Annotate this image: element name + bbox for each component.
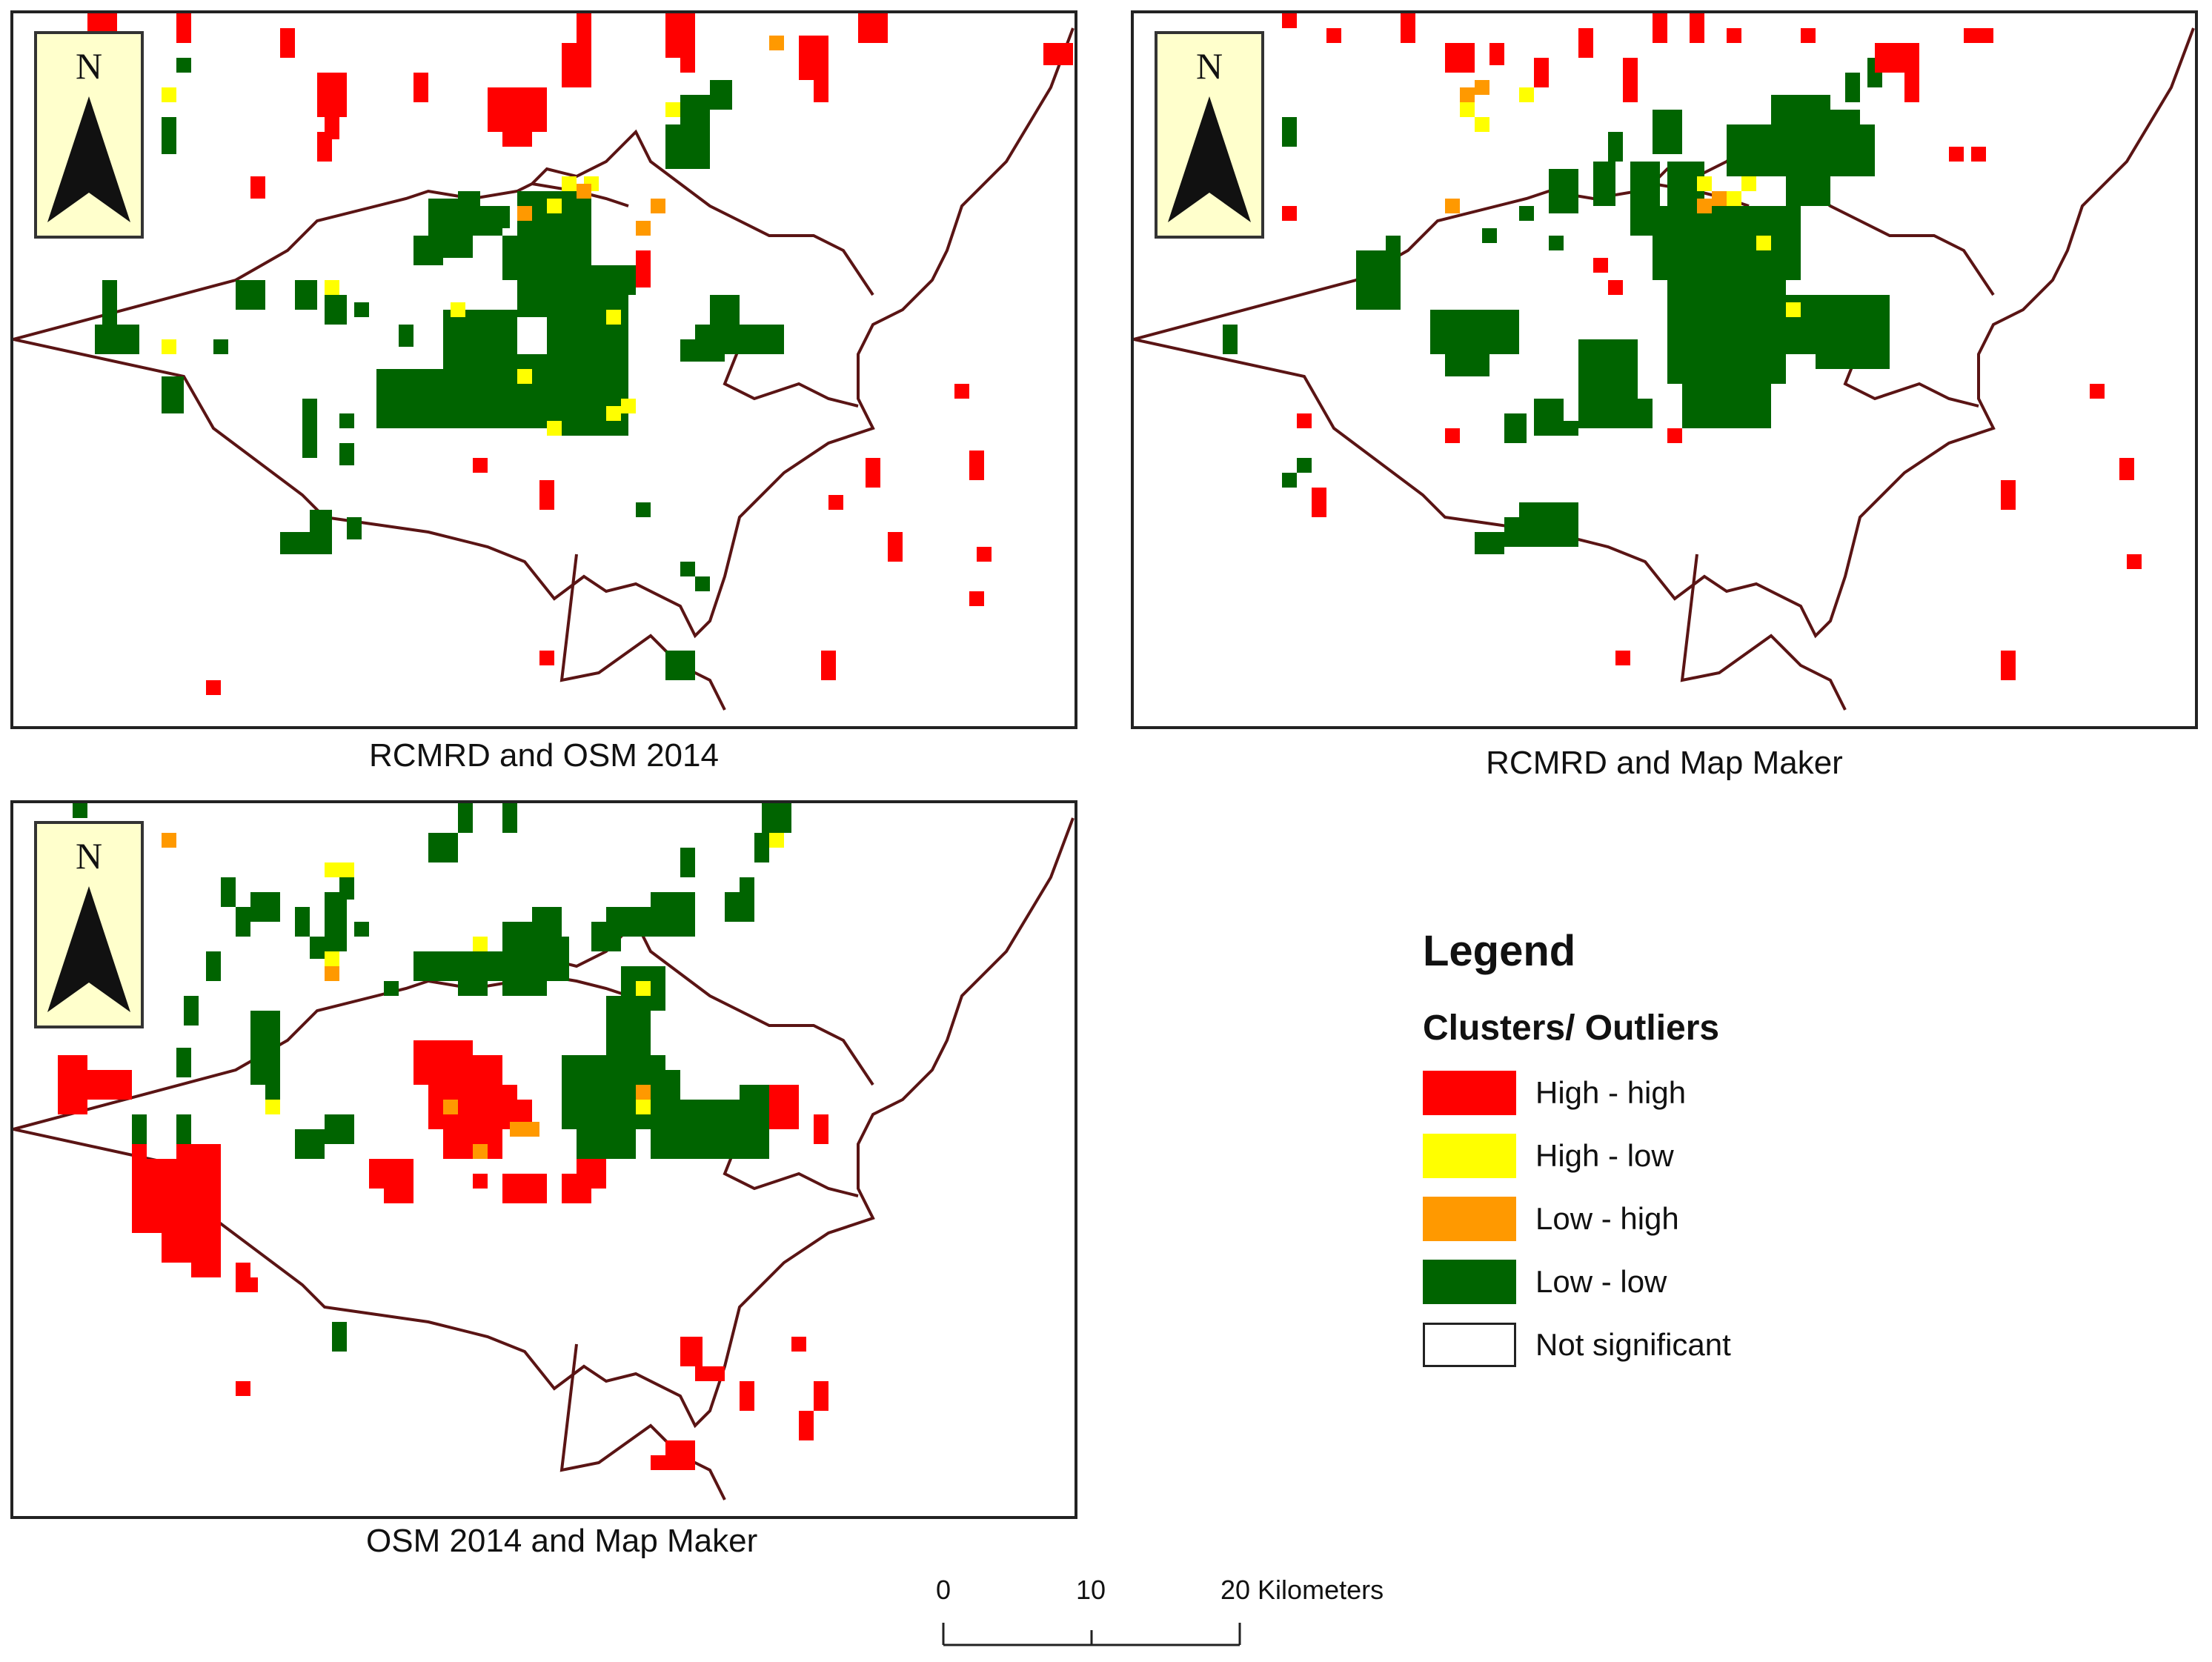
swatch-high-low	[1423, 1134, 1516, 1178]
map-panel-rcmrd-osm: N	[10, 10, 1077, 729]
legend-item-not-significant: Not significant	[1423, 1323, 2090, 1369]
legend-item-high-low: High - low	[1423, 1134, 2090, 1180]
high-high-cells	[1282, 13, 2142, 680]
legend-label: Low - low	[1535, 1264, 1667, 1299]
scale-bar: 0 10 20 Kilometers	[930, 1575, 1449, 1656]
north-arrow-icon	[1168, 96, 1251, 222]
high-high-cells	[87, 13, 1073, 695]
north-arrow: N	[34, 31, 144, 239]
north-label: N	[75, 45, 103, 87]
north-arrow-icon	[47, 886, 130, 1012]
cluster-map-rcmrd-osm	[13, 13, 1075, 711]
scale-label-20: 20 Kilometers	[1220, 1575, 1384, 1605]
swatch-high-high	[1423, 1071, 1516, 1115]
north-arrow: N	[34, 821, 144, 1028]
high-low-cells	[162, 87, 680, 436]
legend-label: High - low	[1535, 1138, 1674, 1173]
north-arrow: N	[1155, 31, 1264, 239]
scale-label-10: 10	[1076, 1575, 1106, 1605]
north-label: N	[75, 835, 103, 877]
low-high-cells	[162, 833, 651, 1159]
region-boundary	[13, 817, 1075, 1500]
cluster-map-rcmrd-mapmaker	[1134, 13, 2195, 711]
legend-title: Legend	[1423, 927, 1576, 975]
panel-caption-rcmrd-osm: RCMRD and OSM 2014	[369, 737, 719, 774]
legend-item-low-low: Low - low	[1423, 1260, 2090, 1306]
map-legend: Legend Clusters/ Outliers High - high Hi…	[1423, 926, 2090, 1386]
panel-caption-osm-mapmaker: OSM 2014 and Map Maker	[366, 1523, 758, 1559]
legend-label: Not significant	[1535, 1327, 1731, 1362]
cluster-map-osm-mapmaker	[13, 803, 1075, 1500]
high-high-cells	[58, 892, 828, 1470]
swatch-low-low	[1423, 1260, 1516, 1304]
low-low-cells	[95, 58, 784, 680]
legend-item-low-high: Low - high	[1423, 1197, 2090, 1243]
low-high-cells	[1445, 80, 1727, 213]
high-low-cells	[265, 833, 784, 1114]
north-arrow-icon	[47, 96, 130, 222]
scale-bar-line	[942, 1623, 1241, 1646]
low-high-cells	[517, 36, 784, 236]
panel-caption-rcmrd-mapmaker: RCMRD and Map Maker	[1486, 745, 1843, 781]
legend-label: Low - high	[1535, 1201, 1679, 1236]
north-label: N	[1195, 45, 1223, 87]
high-low-cells	[1460, 87, 1801, 317]
map-panel-rcmrd-mapmaker: N	[1131, 10, 2198, 729]
legend-label: High - high	[1535, 1075, 1687, 1110]
swatch-low-high	[1423, 1197, 1516, 1241]
legend-item-high-high: High - high	[1423, 1071, 2090, 1117]
scale-label-0: 0	[936, 1575, 951, 1605]
map-panel-osm-mapmaker: N	[10, 800, 1077, 1519]
low-low-cells	[73, 803, 791, 1352]
legend-subtitle: Clusters/ Outliers	[1423, 1008, 1720, 1048]
swatch-not-significant	[1423, 1323, 1516, 1367]
